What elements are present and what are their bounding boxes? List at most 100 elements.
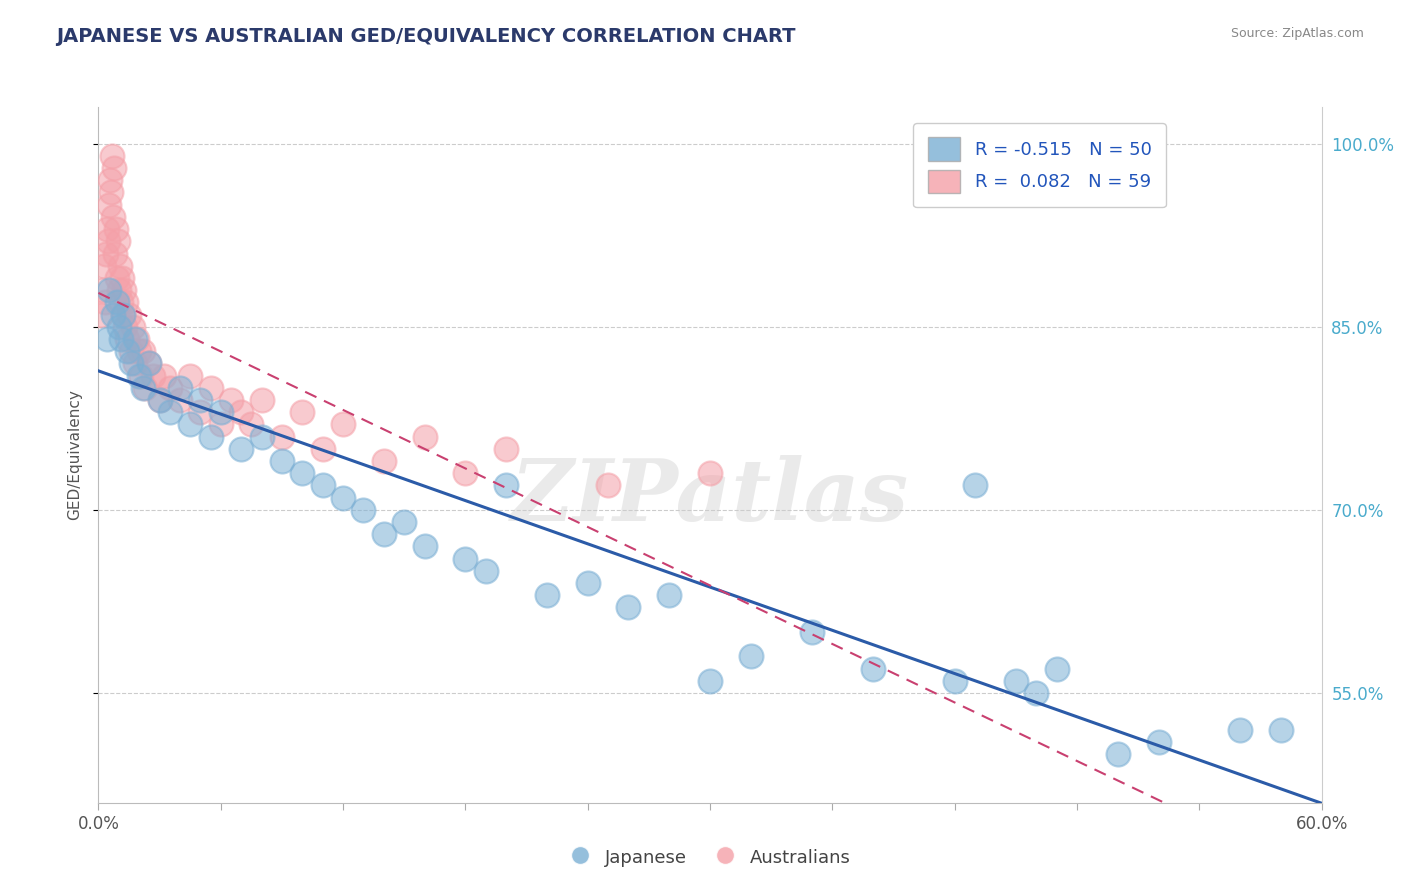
Point: [312, 442, 335, 456]
Point: [107, 235, 129, 249]
Point: [120, 356, 142, 370]
Point: [128, 368, 150, 383]
Point: [1045, 661, 1069, 675]
Point: [250, 392, 273, 407]
Point: [159, 405, 181, 419]
Point: [576, 576, 599, 591]
Point: [134, 381, 156, 395]
Point: [96, 332, 118, 346]
Point: [312, 478, 335, 492]
Point: [94, 246, 117, 260]
Point: [129, 368, 152, 383]
Point: [101, 308, 124, 322]
Point: [111, 271, 134, 285]
Point: [132, 344, 155, 359]
Point: [495, 478, 517, 492]
Point: [231, 442, 253, 456]
Point: [115, 295, 138, 310]
Point: [159, 381, 181, 395]
Point: [617, 600, 640, 615]
Point: [138, 356, 160, 370]
Point: [373, 527, 395, 541]
Point: [152, 368, 174, 383]
Point: [108, 259, 131, 273]
Point: [103, 161, 125, 175]
Point: [111, 308, 134, 322]
Point: [1147, 735, 1170, 749]
Point: [110, 332, 132, 346]
Point: [291, 467, 314, 481]
Point: [373, 454, 395, 468]
Point: [93, 295, 115, 310]
Point: [495, 442, 517, 456]
Point: [658, 588, 681, 602]
Point: [90, 308, 112, 322]
Point: [105, 295, 128, 310]
Point: [108, 283, 131, 297]
Point: [352, 503, 374, 517]
Point: [188, 392, 212, 407]
Point: [112, 283, 135, 297]
Point: [115, 332, 138, 346]
Point: [100, 149, 122, 163]
Point: [108, 319, 131, 334]
Point: [93, 259, 115, 273]
Point: [96, 222, 118, 236]
Point: [596, 478, 619, 492]
Point: [149, 392, 172, 407]
Point: [122, 319, 145, 334]
Point: [97, 283, 120, 297]
Point: [332, 417, 354, 432]
Point: [1229, 723, 1251, 737]
Point: [699, 467, 721, 481]
Point: [332, 491, 354, 505]
Point: [114, 319, 136, 334]
Point: [127, 332, 149, 346]
Point: [699, 673, 721, 688]
Point: [240, 417, 263, 432]
Point: [536, 588, 558, 602]
Point: [111, 308, 134, 322]
Point: [97, 197, 120, 211]
Point: [1004, 673, 1026, 688]
Point: [169, 392, 191, 407]
Point: [128, 344, 150, 359]
Point: [219, 392, 242, 407]
Point: [413, 540, 436, 554]
Point: [1025, 686, 1047, 700]
Point: [124, 332, 146, 346]
Point: [454, 551, 477, 566]
Point: [231, 405, 253, 419]
Point: [250, 429, 273, 443]
Point: [454, 467, 477, 481]
Point: [209, 417, 232, 432]
Point: [188, 405, 212, 419]
Point: [124, 356, 146, 370]
Point: [943, 673, 966, 688]
Point: [101, 210, 124, 224]
Point: [740, 649, 762, 664]
Point: [270, 454, 294, 468]
Point: [179, 417, 201, 432]
Point: [200, 381, 222, 395]
Point: [179, 368, 201, 383]
Point: [105, 271, 128, 285]
Point: [862, 661, 884, 675]
Point: [100, 186, 122, 200]
Point: [200, 429, 222, 443]
Point: [291, 405, 314, 419]
Point: [149, 392, 172, 407]
Point: [142, 368, 165, 383]
Point: [120, 344, 142, 359]
Point: [392, 515, 416, 529]
Point: [132, 381, 155, 395]
Point: [1107, 747, 1129, 761]
Point: [98, 173, 121, 187]
Point: [1270, 723, 1292, 737]
Point: [474, 564, 498, 578]
Point: [91, 283, 114, 297]
Point: [965, 478, 987, 492]
Point: [801, 624, 824, 639]
Point: [270, 429, 294, 443]
Text: ZIPatlas: ZIPatlas: [510, 455, 910, 539]
